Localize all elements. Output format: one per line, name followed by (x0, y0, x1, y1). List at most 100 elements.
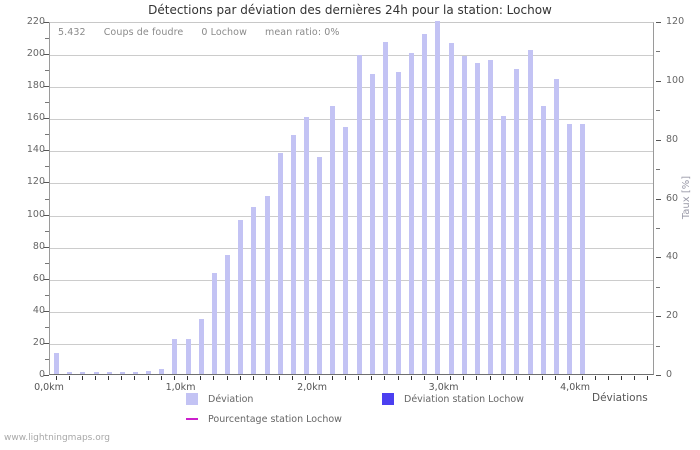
x-axis-tick-label: 3,0km (428, 382, 459, 393)
bar (567, 123, 572, 374)
bar-series (50, 21, 653, 374)
bar (119, 372, 125, 374)
bar (422, 33, 428, 374)
x-axis-tick (319, 376, 320, 380)
y-axis-left-tick (44, 182, 49, 183)
y-axis-left-tick (44, 343, 49, 344)
x-axis-tick (332, 376, 333, 380)
y-axis-right-minor-tick (656, 287, 660, 288)
x-axis-tick (398, 376, 399, 380)
plot-area (49, 21, 654, 375)
bar (159, 369, 165, 374)
summary-info: 5.432 Coups de foudre 0 Lochow mean ratio: … (58, 27, 340, 38)
strokes-count: 5.432 (58, 27, 86, 38)
x-axis-tick (647, 376, 648, 380)
y-axis-left-tick-label: 100 (26, 208, 45, 220)
y-axis-left-tick-label: 140 (26, 144, 45, 156)
y-axis-left-tick (44, 86, 49, 87)
y-axis-right: 0 20 40 60 80 100 120 (656, 0, 700, 450)
y-axis-right-tick (656, 375, 661, 376)
bar (356, 54, 362, 374)
bar (251, 207, 257, 374)
y-axis-left-tick-label: 180 (26, 80, 45, 92)
x-axis-tick (358, 376, 359, 380)
y-axis-left-minor-tick (45, 359, 49, 360)
y-axis-left-tick-label: 60 (32, 272, 45, 284)
y-axis-left-tick (44, 118, 49, 119)
y-axis-left-tick (44, 54, 49, 55)
x-axis-tick (82, 376, 83, 380)
x-axis-tick (450, 376, 451, 380)
y-axis-left-minor-tick (45, 70, 49, 71)
bar (514, 69, 520, 374)
x-axis-tick (279, 376, 280, 380)
y-axis-right-minor-tick (656, 169, 660, 170)
watermark: www.lightningmaps.org (4, 433, 110, 443)
legend-swatch-deviation-station (382, 393, 394, 405)
x-axis-tick (595, 376, 596, 380)
legend-item-deviation-station[interactable]: Déviation station Lochow (382, 393, 524, 405)
y-axis-right-tick-label: 0 (666, 369, 673, 380)
y-axis-left-tick-label: 120 (26, 176, 45, 188)
y-axis-left-tick-label: 80 (32, 240, 45, 252)
x-axis-tick (69, 376, 70, 380)
bar (225, 255, 231, 374)
x-axis-tick (161, 376, 162, 380)
legend-item-percentage-station[interactable]: Pourcentage station Lochow (186, 414, 342, 425)
x-axis-tick (121, 376, 122, 380)
y-axis-right-tick-label: 20 (666, 310, 679, 322)
x-axis-tick-label: 1,0km (165, 382, 196, 393)
x-axis-tick-label: 4,0km (560, 382, 591, 393)
y-axis-right-minor-tick (656, 51, 660, 52)
y-axis-right-tick (656, 316, 661, 317)
y-axis-left-minor-tick (45, 166, 49, 167)
y-axis-left-tick-label: 160 (26, 112, 45, 124)
y-axis-left-minor-tick (45, 231, 49, 232)
y-axis-right-tick-label: 40 (666, 251, 679, 263)
x-axis-tick (187, 376, 188, 380)
bar (146, 370, 152, 374)
y-axis-left-minor-tick (45, 38, 49, 39)
y-axis-left-minor-tick (45, 263, 49, 264)
bar (343, 126, 349, 374)
x-axis-tick (569, 376, 570, 380)
bar (540, 106, 546, 374)
x-axis-tick (292, 376, 293, 380)
bar (93, 372, 99, 374)
legend-label-percentage-station: Pourcentage station Lochow (208, 414, 342, 425)
x-axis-tick (608, 376, 609, 380)
x-axis-tick (371, 376, 372, 380)
y-axis-left-minor-tick (45, 295, 49, 296)
bar (474, 62, 480, 374)
x-axis-tick-label: 0,0km (34, 382, 64, 393)
y-axis-left-minor-tick (45, 327, 49, 328)
y-axis-left-minor-tick (45, 199, 49, 200)
y-axis-left-tick-label: 40 (32, 304, 45, 316)
bar (435, 21, 441, 374)
x-axis-tick (542, 376, 543, 380)
x-axis-title: Déviations (592, 392, 648, 404)
x-axis-tick (213, 376, 214, 380)
x-axis-tick (253, 376, 254, 380)
y-axis-left-tick (44, 247, 49, 248)
x-axis-tick (424, 376, 425, 380)
y-axis-left-tick-label: 0 (38, 369, 45, 380)
x-axis-tick (529, 376, 530, 380)
y-axis-left-minor-tick (45, 102, 49, 103)
y-axis-left-tick-label: 200 (26, 48, 45, 60)
bar (172, 338, 178, 374)
y-axis-right-tick (656, 199, 661, 200)
x-axis-tick (582, 376, 583, 380)
y-axis-left-tick-label: 220 (26, 16, 45, 27)
legend-item-deviation[interactable]: Déviation (186, 393, 253, 405)
x-axis-tick (384, 376, 385, 380)
legend-label-deviation: Déviation (208, 393, 254, 405)
x-axis-tick (56, 376, 57, 380)
bar (277, 152, 283, 374)
bar (185, 338, 191, 374)
y-axis-left-tick (44, 375, 49, 376)
bar (290, 134, 296, 374)
strokes-label: Coups de foudre (103, 27, 184, 38)
bar (330, 106, 336, 374)
